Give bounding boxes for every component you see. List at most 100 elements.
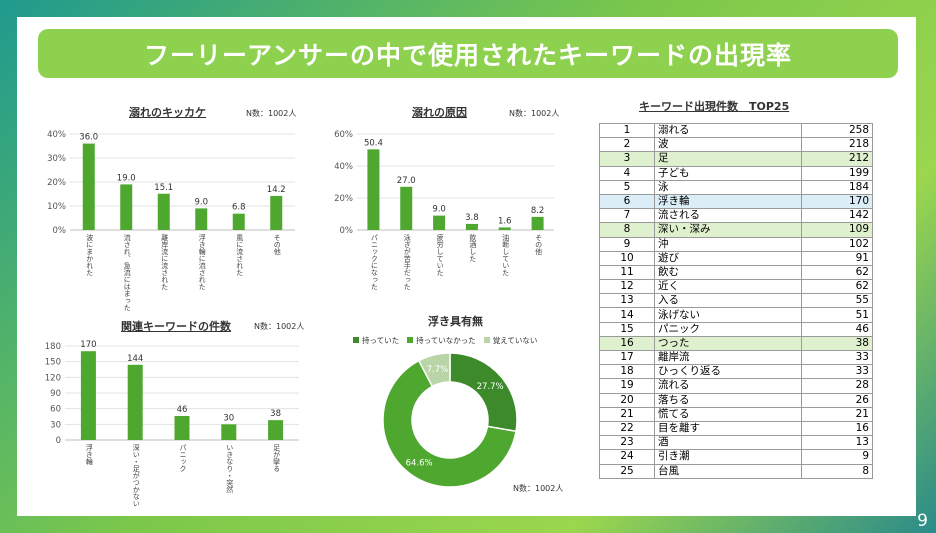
bar <box>195 208 208 230</box>
rank-cell: 23 <box>599 435 655 451</box>
word-cell: 流れる <box>654 378 802 394</box>
data-label: 50.4 <box>364 138 383 148</box>
data-label: 36.0 <box>79 133 98 143</box>
table-row: 24 引き潮 9 <box>599 449 873 465</box>
table-row: 19 流れる 28 <box>599 378 873 394</box>
word-cell: 溺れる <box>654 122 802 139</box>
bar <box>400 186 413 230</box>
table-row: 21 慌てる 21 <box>599 406 873 422</box>
rank-cell: 1 <box>599 122 655 139</box>
word-cell: 酒 <box>654 435 802 451</box>
word-cell: 台風 <box>654 463 802 479</box>
data-label: 144 <box>127 354 143 364</box>
table-row: 7 流される 142 <box>599 208 873 224</box>
bar <box>221 424 237 440</box>
legend-item: 持っていなかった <box>407 335 476 346</box>
category-label: 深い・足がつかない <box>132 444 141 507</box>
table-row: 1 溺れる 258 <box>599 122 873 139</box>
y-tick-label: 20% <box>47 178 66 188</box>
y-tick-label: 90 <box>50 389 61 399</box>
table-row: 2 波 218 <box>599 137 873 153</box>
slice-label: 27.7% <box>477 382 504 392</box>
category-label: 浮き輪に流された <box>198 234 207 290</box>
category-label: その他 <box>273 234 282 255</box>
category-label: 波にまかれた <box>85 234 94 276</box>
table-row: 22 目を離す 16 <box>599 420 873 437</box>
chart3-title: 関連キーワードの件数 <box>121 320 231 333</box>
category-label: 浮き輪 <box>85 444 94 465</box>
count-cell: 170 <box>801 193 873 210</box>
data-label: 1.6 <box>498 216 512 226</box>
word-cell: 目を離す <box>654 420 802 437</box>
count-cell: 21 <box>801 406 873 422</box>
y-tick-label: 30% <box>47 154 66 164</box>
chart1-title: 溺れのキッカケ <box>129 106 206 119</box>
word-cell: 深い・深み <box>654 222 802 238</box>
table-row: 18 ひっくり返る 33 <box>599 364 873 380</box>
rank-cell: 17 <box>599 349 655 366</box>
pie-n-label: N数：1002人 <box>513 484 564 493</box>
y-tick-label: 40% <box>334 162 353 172</box>
y-tick-label: 0% <box>53 226 67 236</box>
rank-cell: 18 <box>599 364 655 380</box>
table-row: 17 離岸流 33 <box>599 349 873 366</box>
bar <box>120 184 133 230</box>
word-cell: パニック <box>654 321 802 337</box>
rank-cell: 5 <box>599 179 655 195</box>
y-tick-label: 20% <box>334 194 353 204</box>
rank-cell: 24 <box>599 449 655 465</box>
chart2-title: 溺れの原因 <box>412 106 467 119</box>
slide: フーリーアンサーの中で使用されたキーワードの出現率 溺れのキッカケ N数：100… <box>17 17 916 516</box>
data-label: 14.2 <box>267 185 286 195</box>
pie-title: 浮き具有無 <box>428 315 483 328</box>
page-number: 9 <box>917 511 928 531</box>
table-row: 5 泳 184 <box>599 179 873 195</box>
count-cell: 26 <box>801 392 873 408</box>
count-cell: 46 <box>801 321 873 337</box>
rank-cell: 21 <box>599 406 655 422</box>
rank-cell: 14 <box>599 307 655 323</box>
bar <box>174 415 190 440</box>
table-row: 13 入る 55 <box>599 293 873 309</box>
table-row: 14 泳げない 51 <box>599 307 873 323</box>
rank-cell: 20 <box>599 392 655 408</box>
y-tick-label: 0% <box>340 226 354 236</box>
data-label: 6.8 <box>232 203 246 213</box>
category-label: 流され、急流にはまった <box>123 234 132 311</box>
count-cell: 38 <box>801 335 873 352</box>
data-label: 19.0 <box>117 173 136 183</box>
data-label: 30 <box>223 413 234 423</box>
bar <box>82 143 95 230</box>
chart2-n-label: N数：1002人 <box>509 109 560 118</box>
word-cell: つった <box>654 335 802 352</box>
bar <box>157 193 170 230</box>
table-row: 9 沖 102 <box>599 236 873 252</box>
word-cell: 泳 <box>654 179 802 195</box>
word-cell: 子ども <box>654 165 802 181</box>
data-label: 46 <box>177 405 188 415</box>
count-cell: 62 <box>801 264 873 281</box>
word-cell: ひっくり返る <box>654 364 802 380</box>
word-cell: 波 <box>654 137 802 153</box>
word-cell: 落ちる <box>654 392 802 408</box>
category-label: 飲酒した <box>468 234 477 262</box>
rank-cell: 7 <box>599 208 655 224</box>
legend-item: 覚えていない <box>483 335 537 346</box>
slice-label: 64.6% <box>406 458 433 468</box>
rank-cell: 3 <box>599 151 655 167</box>
bar <box>270 195 283 230</box>
category-label: 泳ぎが苦手だった <box>403 234 412 290</box>
word-cell: 近く <box>654 279 802 295</box>
count-cell: 33 <box>801 349 873 366</box>
count-cell: 102 <box>801 236 873 252</box>
table-row: 15 パニック 46 <box>599 321 873 337</box>
data-label: 38 <box>270 409 281 419</box>
category-label: いきなり・突然 <box>225 444 234 493</box>
legend-item: 持っていた <box>353 335 399 346</box>
data-label: 9.0 <box>432 205 446 215</box>
count-cell: 13 <box>801 435 873 451</box>
table-row: 10 遊び 91 <box>599 250 873 266</box>
word-cell: 飲む <box>654 264 802 281</box>
rank-cell: 16 <box>599 335 655 352</box>
chart1-n-label: N数：1002人 <box>246 109 297 118</box>
